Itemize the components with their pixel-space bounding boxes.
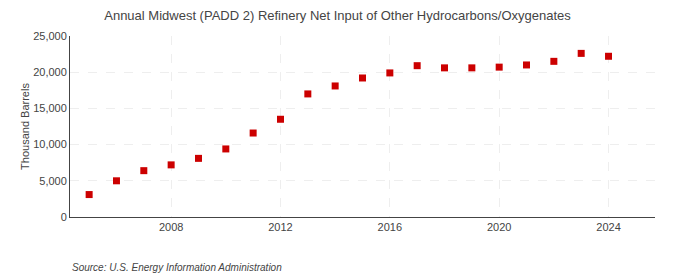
svg-text:5,000: 5,000 [39,175,67,187]
svg-text:10,000: 10,000 [33,138,67,150]
svg-text:Thousand Barrels: Thousand Barrels [19,83,31,170]
svg-text:Source: U.S. Energy Informatio: Source: U.S. Energy Information Administ… [72,262,282,273]
svg-text:25,000: 25,000 [33,30,67,42]
svg-text:15,000: 15,000 [33,102,67,114]
svg-text:2008: 2008 [159,221,183,233]
svg-text:2020: 2020 [487,221,511,233]
svg-text:20,000: 20,000 [33,66,67,78]
svg-text:2024: 2024 [596,221,620,233]
svg-text:0: 0 [61,211,67,223]
svg-text:2016: 2016 [378,221,402,233]
svg-text:Annual Midwest (PADD 2) Refine: Annual Midwest (PADD 2) Refinery Net Inp… [104,8,571,23]
svg-text:2012: 2012 [268,221,292,233]
